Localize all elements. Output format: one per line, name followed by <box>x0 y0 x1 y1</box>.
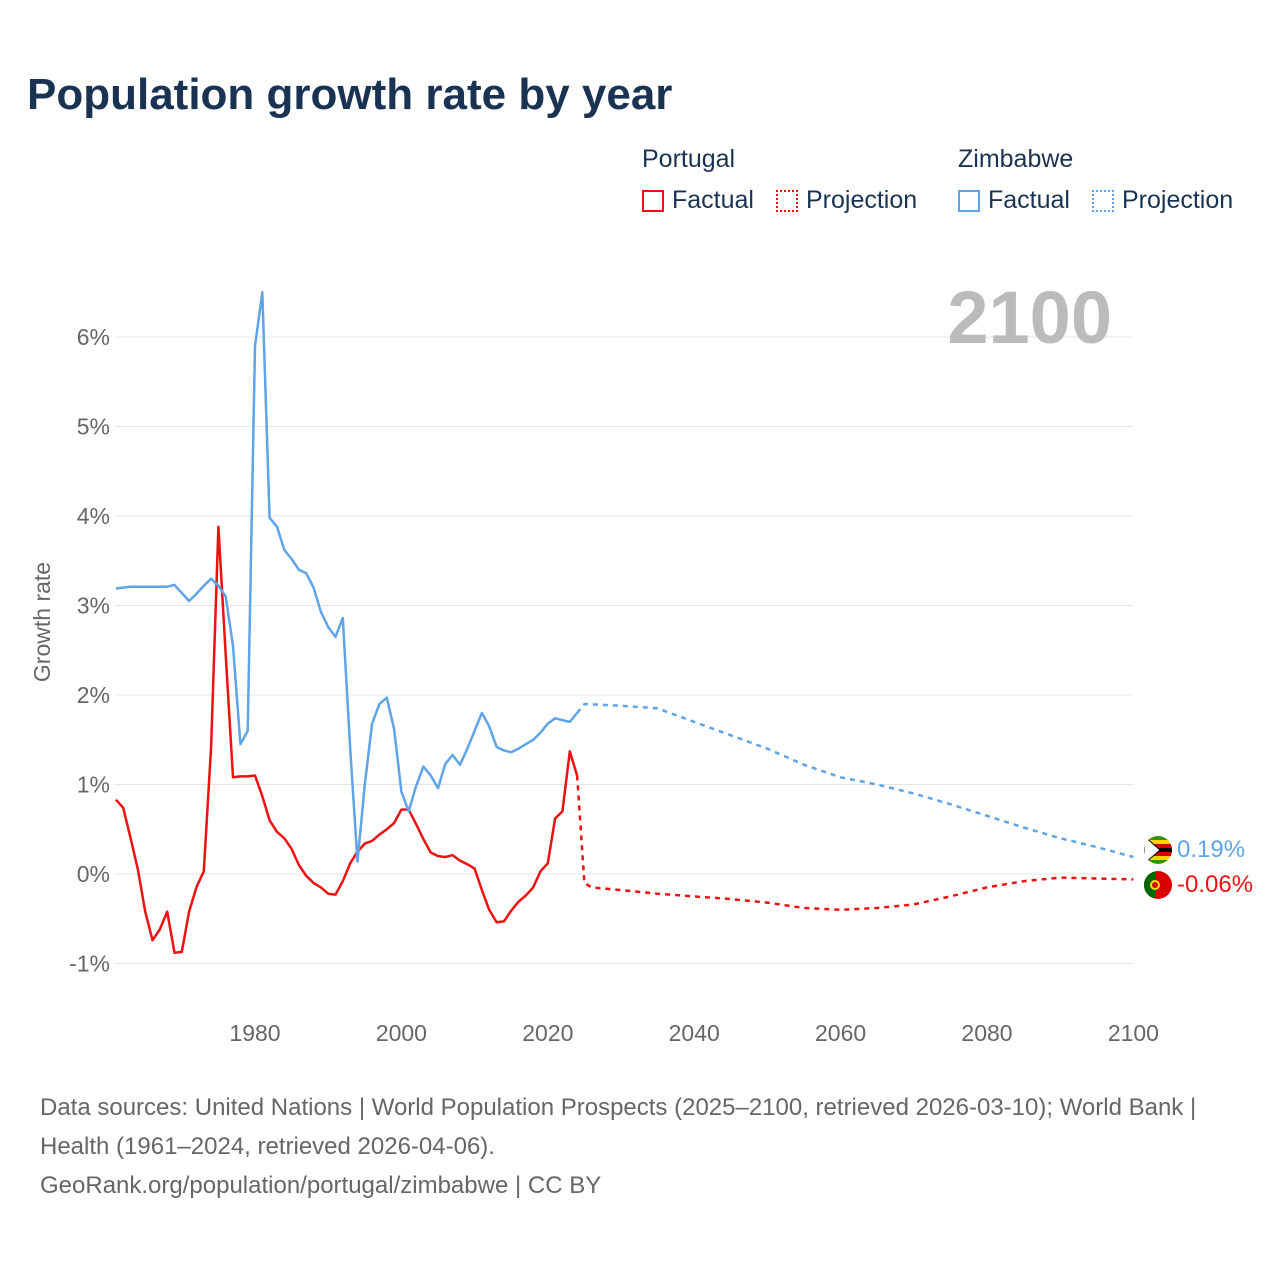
y-tick-label: -1% <box>69 951 110 977</box>
zimbabwe-projection-line <box>576 702 1134 859</box>
y-tick-label: 6% <box>77 324 110 350</box>
solid-swatch-icon <box>958 189 980 212</box>
source-note: Data sources: United Nations | World Pop… <box>40 1088 1240 1205</box>
y-tick-label: 0% <box>77 861 110 887</box>
legend-label: Projection <box>806 186 918 214</box>
chart-title: Population growth rate by year <box>27 70 673 119</box>
portugal-factual-line <box>114 525 579 955</box>
legend-zimbabwe-factual[interactable]: Factual <box>958 186 1070 215</box>
x-tick-label: 2080 <box>961 1020 1012 1046</box>
plot-area: -1% 0% 1% 2% 3% 4% 5% 6% 1980 2000 2020 2040 2060 208… <box>29 276 1253 1046</box>
legend-portugal-projection[interactable]: Projection <box>776 186 917 215</box>
zimbabwe-factual-line <box>115 291 579 863</box>
x-tick-label: 1980 <box>229 1020 280 1046</box>
legend-label: Factual <box>988 186 1070 214</box>
portugal-flag-icon <box>1144 871 1172 899</box>
portugal-projection-line <box>575 775 1134 912</box>
source-link[interactable]: GeoRank.org/population/portugal/zimbabwe… <box>40 1172 602 1199</box>
legend-zimbabwe-projection[interactable]: Projection <box>1092 186 1233 215</box>
y-tick-label: 3% <box>77 593 110 619</box>
legend-zimbabwe-heading: Zimbabwe <box>958 145 1074 173</box>
x-tick-label: 2040 <box>669 1020 720 1046</box>
source-text: Data sources: United Nations | World Pop… <box>40 1094 1197 1160</box>
dotted-swatch-icon <box>776 189 798 212</box>
legend-portugal-heading: Portugal <box>642 145 736 173</box>
current-year-label: 2100 <box>947 276 1112 359</box>
y-axis-label: Growth rate <box>29 562 55 682</box>
y-tick-label: 2% <box>77 682 110 708</box>
portugal-end-value: -0.06% <box>1177 871 1253 898</box>
x-tick-label: 2100 <box>1108 1020 1159 1046</box>
legend-portugal-factual[interactable]: Factual <box>642 186 754 215</box>
y-tick-label: 5% <box>77 414 110 440</box>
legend-label: Factual <box>672 186 754 214</box>
solid-swatch-icon <box>642 189 664 212</box>
zimbabwe-flag-icon <box>1144 836 1172 864</box>
y-tick-label: 1% <box>77 772 110 798</box>
dotted-swatch-icon <box>1092 189 1114 212</box>
zimbabwe-end-value: 0.19% <box>1177 836 1245 863</box>
legend-label: Projection <box>1122 186 1234 214</box>
x-tick-label: 2020 <box>522 1020 573 1046</box>
x-tick-label: 2000 <box>376 1020 427 1046</box>
y-tick-label: 4% <box>77 503 110 529</box>
x-tick-label: 2060 <box>815 1020 866 1046</box>
